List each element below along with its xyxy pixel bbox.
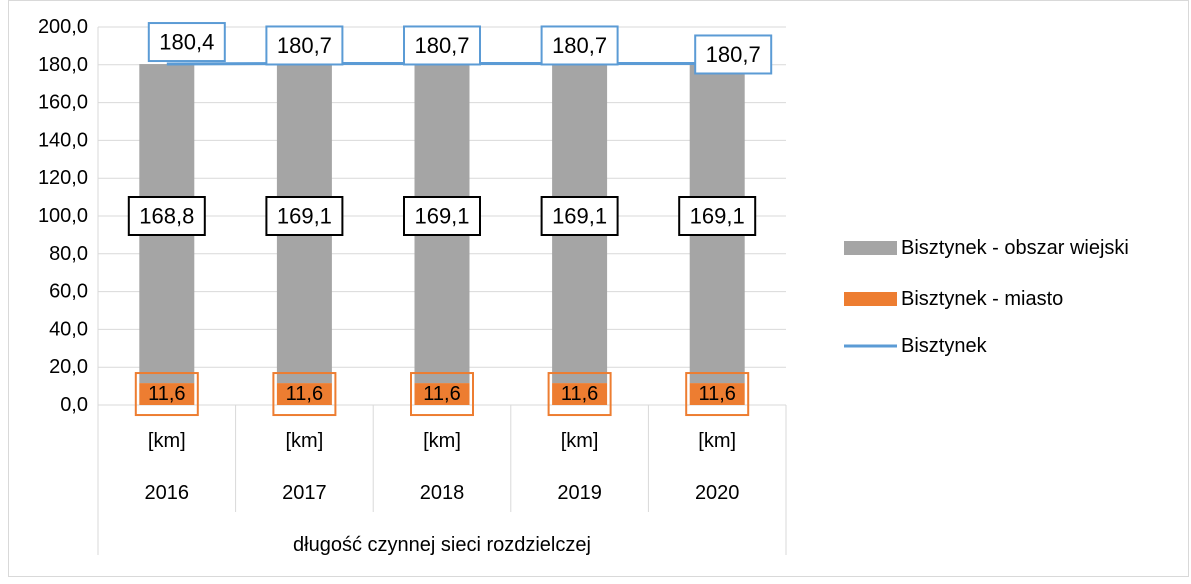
data-label-box-obszar-wiejski: [265, 196, 344, 236]
data-label-box-obszar-wiejski: [127, 196, 206, 236]
y-tick-label: 100,0: [38, 205, 88, 227]
y-tick-label: 180,0: [38, 54, 88, 76]
chart-border: [8, 0, 1189, 577]
bar-miasto: [552, 383, 608, 405]
legend-swatch-bar: [844, 241, 897, 255]
y-tick-label: 140,0: [38, 129, 88, 151]
legend-swatch-bar: [844, 292, 897, 306]
data-label-box-bisztynek: [694, 34, 773, 75]
data-label-bisztynek: 180,7: [706, 42, 761, 67]
x-category-label: 2016: [145, 482, 190, 504]
bar-miasto: [689, 383, 745, 405]
data-label-obszar-wiejski: 169,1: [277, 204, 332, 229]
data-label-box-obszar-wiejski: [540, 196, 619, 236]
y-tick-label: 20,0: [49, 356, 88, 378]
data-label-box-bisztynek: [147, 22, 226, 63]
data-label-obszar-wiejski: 169,1: [690, 204, 745, 229]
data-label-bisztynek: 180,7: [414, 33, 469, 58]
x-category-label: 2019: [557, 482, 602, 504]
data-label-miasto: 11,6: [286, 383, 323, 405]
data-label-box-bisztynek: [265, 25, 344, 66]
data-label-box-bisztynek: [403, 25, 481, 66]
data-label-miasto: 11,6: [561, 383, 598, 405]
bar-miasto: [414, 383, 470, 405]
x-category-label: 2018: [420, 482, 465, 504]
bar-miasto: [139, 383, 195, 405]
data-label-obszar-wiejski: 168,8: [139, 204, 194, 229]
x-group-label: długość czynnej sieci rozdzielczej: [293, 534, 591, 556]
data-label-box-bisztynek: [540, 25, 619, 66]
data-label-obszar-wiejski: 169,1: [552, 204, 607, 229]
y-tick-label: 0,0: [60, 394, 88, 416]
y-tick-label: 200,0: [38, 16, 88, 38]
data-label-box-miasto: [685, 372, 750, 417]
data-label-obszar-wiejski: 169,1: [414, 204, 469, 229]
y-tick-label: 80,0: [49, 243, 88, 265]
data-label-bisztynek: 180,7: [277, 33, 332, 58]
x-unit-label: [km]: [698, 430, 736, 452]
legend-label: Bisztynek - obszar wiejski: [901, 237, 1129, 259]
data-label-box-miasto: [547, 372, 612, 417]
data-label-box-miasto: [272, 372, 337, 417]
data-label-miasto: 11,6: [698, 383, 735, 405]
y-tick-label: 160,0: [38, 92, 88, 114]
data-label-box-obszar-wiejski: [678, 196, 757, 236]
x-unit-label: [km]: [423, 430, 461, 452]
y-tick-label: 60,0: [49, 281, 88, 303]
data-label-box-miasto: [410, 372, 474, 417]
data-label-miasto: 11,6: [148, 383, 185, 405]
x-unit-label: [km]: [561, 430, 599, 452]
data-label-miasto: 11,6: [423, 383, 460, 405]
legend-label: Bisztynek: [901, 335, 988, 357]
x-unit-label: [km]: [286, 430, 324, 452]
y-tick-label: 40,0: [49, 318, 88, 340]
data-label-box-miasto: [134, 372, 199, 417]
x-category-label: 2017: [282, 482, 327, 504]
x-category-label: 2020: [695, 482, 740, 504]
data-label-box-obszar-wiejski: [403, 196, 481, 236]
data-label-bisztynek: 180,4: [159, 30, 214, 55]
data-label-bisztynek: 180,7: [552, 33, 607, 58]
x-unit-label: [km]: [148, 430, 186, 452]
legend-label: Bisztynek - miasto: [901, 288, 1063, 310]
y-tick-label: 120,0: [38, 167, 88, 189]
bar-miasto: [276, 383, 332, 405]
